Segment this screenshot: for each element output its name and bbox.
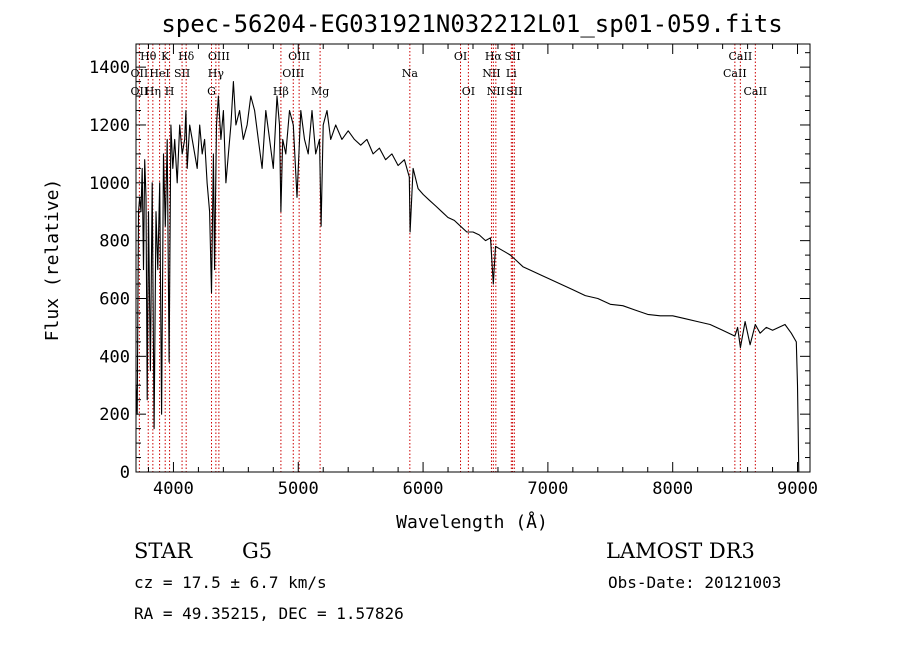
line-label-12: Hβ	[273, 85, 289, 98]
spectral-line-markers	[138, 44, 756, 472]
y-tick-label: 1200	[89, 116, 130, 136]
line-label-2: OII	[131, 85, 149, 98]
x-tick-label: 5000	[278, 479, 319, 499]
y-tick-label: 1400	[89, 58, 130, 78]
x-tick-label: 4000	[153, 479, 194, 499]
plot-frame	[135, 43, 811, 473]
line-label-10: Hγ	[208, 67, 225, 80]
line-label-15: Mg	[311, 85, 329, 98]
line-label-25: CaII	[729, 50, 753, 63]
line-label-19: Hα	[485, 50, 503, 63]
line-label-20: NII	[482, 67, 500, 80]
obs-date: Obs-Date: 20121003	[608, 573, 781, 592]
line-label-7: SII	[174, 67, 190, 80]
line-label-1: OII	[131, 67, 149, 80]
line-label-16: Na	[402, 67, 419, 80]
object-class: STAR	[134, 539, 193, 563]
line-label-14: OIII	[288, 50, 310, 63]
x-tick-label: 9000	[777, 479, 818, 499]
chart-title: spec-56204-EG031921N032212L01_sp01-059.f…	[161, 10, 782, 38]
line-label-5: K	[161, 50, 170, 63]
line-label-11: G	[207, 85, 216, 98]
spectrum-series	[135, 81, 800, 473]
series-line-flux	[135, 81, 800, 473]
coordinates: RA = 49.35215, DEC = 1.57826	[134, 604, 404, 623]
y-tick-label: 800	[99, 232, 130, 252]
line-label-27: CaII	[743, 85, 767, 98]
line-label-17: OI	[454, 50, 467, 63]
line-label-18: OI	[462, 85, 475, 98]
spectral-subclass: G5	[242, 539, 272, 563]
redshift-cz: cz = 17.5 ± 6.7 km/s	[134, 573, 327, 592]
line-label-21: NII	[487, 85, 505, 98]
line-label-26: CaII	[723, 67, 747, 80]
line-label-4: HeI	[149, 67, 169, 80]
y-tick-label: 1000	[89, 174, 130, 194]
line-label-8: Hδ	[178, 50, 195, 63]
y-axis-ticks: 0 200 400 600 800 1000 1200 1400	[89, 52, 810, 483]
x-axis-ticks: 4000 5000 6000 7000 8000 9000	[147, 44, 818, 499]
y-axis-label: Flux (relative)	[42, 179, 63, 342]
survey-name: LAMOST DR3	[606, 539, 755, 563]
line-label-22: SII	[504, 50, 520, 63]
y-tick-label: 0	[120, 463, 130, 483]
y-tick-label: 600	[99, 289, 130, 309]
x-tick-label: 7000	[527, 479, 568, 499]
x-tick-label: 6000	[403, 479, 444, 499]
line-label-13: OIII	[282, 67, 304, 80]
line-label-9: OIII	[208, 50, 230, 63]
x-axis-label: Wavelength (Å)	[396, 511, 548, 533]
line-label-3: Hη	[145, 85, 161, 98]
line-label-6: H	[165, 85, 175, 98]
line-label-0: Hθ	[140, 50, 157, 63]
line-label-23: Li	[506, 67, 517, 80]
x-tick-label: 8000	[652, 479, 693, 499]
line-label-24: SII	[506, 85, 522, 98]
y-tick-label: 400	[99, 347, 130, 367]
y-tick-label: 200	[99, 405, 130, 425]
